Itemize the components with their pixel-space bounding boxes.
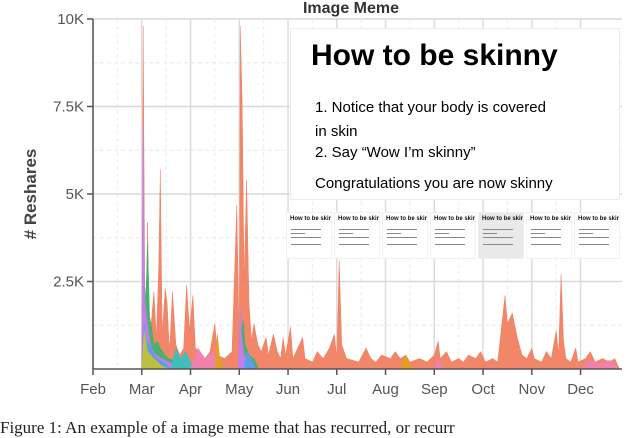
thumbnail-text-line — [387, 237, 417, 238]
thumbnail-text-line — [579, 233, 593, 234]
thumbnail-text-line — [579, 237, 609, 238]
meme-thumbnail: How to be skinny — [334, 212, 380, 259]
thumbnail-text-line — [483, 244, 513, 245]
thumbnail-text-line — [579, 229, 609, 230]
thumbnail-text-line — [483, 229, 513, 230]
y-tick-label: 10K — [57, 11, 84, 28]
thumbnail-text-line — [339, 233, 353, 234]
thumbnail-text-line — [435, 237, 465, 238]
thumbnail-text-line — [483, 233, 497, 234]
x-tick-label: Oct — [471, 381, 495, 398]
thumbnail-title: How to be skinny — [578, 216, 620, 222]
x-tick-label: Sep — [421, 381, 448, 398]
x-tick-label: Aug — [372, 381, 399, 398]
thumbnail-text-line — [531, 237, 561, 238]
x-tick-label: Jul — [327, 381, 346, 398]
meme-thumbnail: How to be skinny — [478, 212, 524, 259]
thumbnail-text-line — [387, 233, 401, 234]
meme-heading: How to be skinny — [311, 39, 558, 72]
meme-line-2: in skin — [315, 123, 358, 140]
meme-line-4: Congratulations you are now skinny — [315, 175, 553, 192]
thumbnail-text-line — [291, 237, 321, 238]
chart-title: Image Meme — [303, 0, 399, 17]
thumbnail-text-line — [339, 237, 369, 238]
x-tick-label: Jun — [276, 381, 300, 398]
meme-thumbnail: How to be skinny — [286, 212, 332, 259]
thumbnail-text-line — [435, 229, 465, 230]
x-tick-label: Nov — [518, 381, 545, 398]
y-tick-label: 7.5K — [53, 99, 84, 116]
y-axis-label: # Reshares — [21, 149, 40, 240]
x-tick-label: May — [225, 381, 254, 398]
axes: 10K 7.5K 5K 2.5K Feb Mar Apr May Jun Jul Aug Sep Oct… — [53, 11, 622, 398]
series-area-0 — [141, 25, 620, 370]
thumbnail-text-line — [435, 233, 449, 234]
y-tick-label: 5K — [66, 186, 84, 203]
meme-thumbnail: How to be skinny — [526, 212, 572, 259]
thumbnail-text-line — [387, 244, 417, 245]
thumbnail-title: How to be skinny — [434, 216, 476, 222]
thumbnail-text-line — [291, 229, 321, 230]
meme-variant-thumbnails: How to be skinny How to be skinny How to b… — [286, 212, 622, 260]
x-tick-label: Mar — [129, 381, 155, 398]
series-areas — [141, 25, 621, 370]
thumbnail-text-line — [531, 244, 561, 245]
thumbnail-text-line — [435, 244, 465, 245]
thumbnail-text-line — [339, 229, 369, 230]
x-tick-label: Dec — [567, 381, 594, 398]
thumbnail-title: How to be skinny — [482, 216, 524, 222]
thumbnail-title: How to be skinny — [338, 216, 380, 222]
x-tick-label: Apr — [179, 381, 202, 398]
thumbnail-title: How to be skinny — [530, 216, 572, 222]
thumbnail-text-line — [531, 233, 545, 234]
thumbnail-text-line — [339, 244, 369, 245]
thumbnail-text-line — [291, 233, 305, 234]
thumbnail-text-line — [291, 244, 321, 245]
meme-line-3: 2. Say “Wow I’m skinny” — [315, 144, 476, 161]
thumbnail-text-line — [483, 237, 513, 238]
thumbnail-title: How to be skinny — [386, 216, 428, 222]
thumbnail-text-line — [579, 244, 609, 245]
meme-thumbnail: How to be skinny — [430, 212, 476, 259]
thumbnail-text-line — [387, 229, 417, 230]
meme-line-1: 1. Notice that your body is covered — [315, 99, 546, 116]
meme-thumbnail: How to be skinny — [382, 212, 428, 259]
thumbnail-text-line — [531, 229, 561, 230]
y-tick-label: 2.5K — [53, 274, 84, 291]
figure-caption: Figure 1: An example of a image meme tha… — [0, 418, 455, 437]
meme-image: How to be skinny 1. Notice that your bod… — [290, 28, 620, 200]
meme-thumbnail: How to be skinny — [574, 212, 620, 259]
x-tick-label: Feb — [80, 381, 106, 398]
thumbnail-title: How to be skinny — [290, 216, 332, 222]
